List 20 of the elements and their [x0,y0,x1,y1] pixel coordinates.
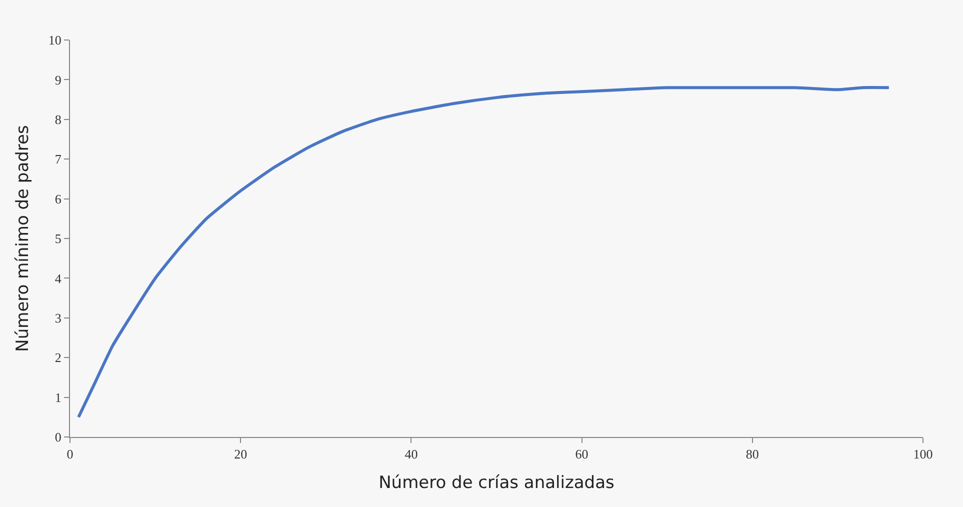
x-axis-title: Número de crías analizadas [378,473,615,493]
x-tick-label: 40 [404,446,418,462]
y-tick-label: 9 [54,72,62,88]
y-tick-label: 10 [48,32,62,48]
y-tick-label: 2 [54,350,62,366]
y-tick-label: 6 [54,191,62,206]
y-tick-label: 0 [54,430,62,445]
x-tick-label: 20 [234,446,248,462]
y-tick-label: 4 [54,270,62,286]
y-axis-title: Número mínimo de padres [12,125,33,352]
x-tick-label: 0 [66,446,74,462]
y-tick-label: 3 [54,310,62,326]
x-tick-label: 60 [575,446,588,462]
x-tick-label: 100 [913,446,933,462]
line-series [77,86,890,419]
y-tick-label: 7 [54,152,62,167]
y-tick-label: 1 [54,390,62,405]
x-tick-label: 80 [746,446,759,462]
y-tick-label: 5 [54,231,62,246]
y-tick-label: 8 [54,112,62,127]
